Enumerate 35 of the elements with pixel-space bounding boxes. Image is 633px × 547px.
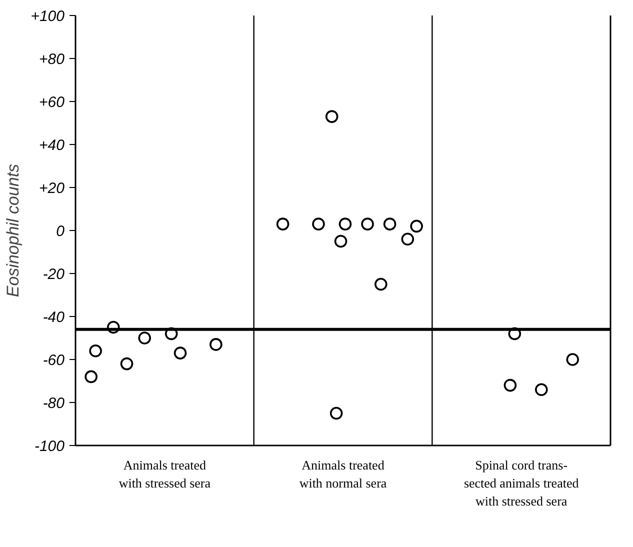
y-tick-label: 0 xyxy=(56,223,66,240)
point xyxy=(276,218,290,230)
point xyxy=(120,357,134,370)
point xyxy=(374,278,388,291)
text: Animals treated with normal sera xyxy=(299,458,387,490)
point xyxy=(210,338,222,351)
y-tick-label: -60 xyxy=(42,352,66,369)
point xyxy=(138,332,152,344)
y-tick-label: +100 xyxy=(30,8,66,25)
point xyxy=(534,383,548,396)
text: Animals treated with stressed sera xyxy=(118,458,211,490)
point xyxy=(325,110,338,123)
y-tick-label: +60 xyxy=(39,94,66,111)
y-tick-label: +20 xyxy=(39,180,66,197)
point xyxy=(89,344,102,358)
y-tick-label: -20 xyxy=(42,266,66,283)
point xyxy=(84,370,98,384)
point xyxy=(174,346,187,360)
point xyxy=(504,378,517,392)
y-tick-label: -40 xyxy=(42,309,66,326)
y-tick-label: +80 xyxy=(39,51,66,68)
y-tick-label: -100 xyxy=(34,438,66,455)
point xyxy=(566,353,580,366)
point xyxy=(330,406,343,420)
y-tick-label: +40 xyxy=(39,137,66,154)
point xyxy=(383,218,396,230)
text: Spinal cord trans- sected animals treated with stressed sera xyxy=(464,458,580,508)
point xyxy=(338,218,352,230)
y-axis-title: Eosinophil counts xyxy=(4,163,23,298)
point xyxy=(334,234,348,248)
point xyxy=(401,232,414,246)
point xyxy=(410,220,423,233)
y-tick-label: -80 xyxy=(42,395,66,412)
point xyxy=(312,218,325,230)
point xyxy=(361,218,374,230)
